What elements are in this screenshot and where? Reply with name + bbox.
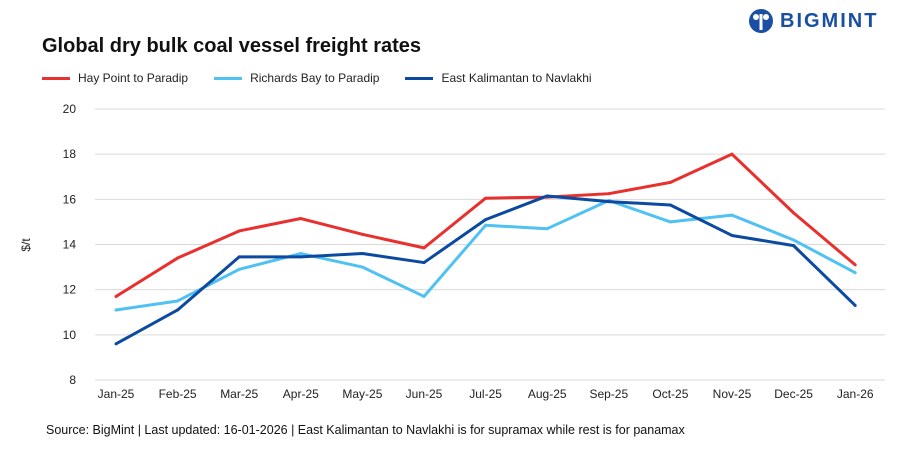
data-point: [484, 196, 488, 200]
x-tick-label: Jul-25: [469, 387, 502, 401]
y-tick-label: 14: [63, 238, 77, 252]
bigmint-logo: BIGMINT: [748, 8, 878, 34]
data-point: [607, 192, 611, 196]
legend-item: East Kalimantan to Navlakhi: [405, 71, 592, 85]
x-tick-label: Aug-25: [528, 387, 567, 401]
x-tick-label: Nov-25: [713, 387, 752, 401]
data-point: [484, 223, 488, 227]
y-tick-label: 8: [69, 373, 76, 387]
data-point: [792, 211, 796, 215]
data-point: [853, 263, 857, 267]
legend-item: Richards Bay to Paradip: [214, 71, 379, 85]
x-tick-label: Sep-25: [589, 387, 628, 401]
data-point: [668, 203, 672, 207]
data-point: [422, 294, 426, 298]
series-line-2: [115, 194, 857, 346]
y-tick-label: 12: [63, 283, 77, 297]
data-point: [422, 246, 426, 250]
data-point: [360, 252, 364, 256]
data-point: [668, 180, 672, 184]
source-note: Source: BigMint | Last updated: 16-01-20…: [46, 423, 685, 437]
data-point: [545, 227, 549, 231]
legend-swatch: [405, 76, 434, 80]
data-point: [114, 342, 118, 346]
data-point: [237, 229, 241, 233]
legend-swatch: [42, 76, 70, 80]
x-tick-label: Jan-25: [98, 387, 135, 401]
data-point: [484, 218, 488, 222]
data-point: [299, 217, 303, 221]
x-tick-label: Jan-26: [837, 387, 874, 401]
legend-swatch: [214, 76, 243, 80]
data-point: [607, 200, 611, 204]
data-point: [299, 252, 303, 256]
data-point: [114, 308, 118, 312]
legend-label: Hay Point to Paradip: [78, 71, 189, 85]
x-tick-label: Oct-25: [652, 387, 688, 401]
data-point: [422, 261, 426, 265]
series-line-1: [115, 198, 856, 312]
y-tick-label: 18: [63, 147, 77, 161]
y-tick-label: 20: [63, 102, 77, 116]
data-point: [360, 265, 364, 269]
data-point: [730, 213, 734, 217]
data-point: [176, 299, 180, 303]
y-tick-label: 16: [63, 192, 77, 206]
x-tick-label: May-25: [342, 387, 382, 401]
data-point: [792, 238, 796, 242]
x-tick-label: Mar-25: [220, 387, 258, 401]
legend-item: Hay Point to Paradip: [42, 71, 188, 85]
legend: Hay Point to Paradip Richards Bay to Para…: [42, 71, 592, 85]
data-point: [237, 255, 241, 259]
legend-label: Richards Bay to Paradip: [250, 71, 380, 85]
data-point: [176, 308, 180, 312]
legend-label: East Kalimantan to Navlakhi: [441, 71, 592, 85]
bigmint-logo-icon: [749, 9, 773, 33]
x-tick-label: Feb-25: [159, 387, 197, 401]
data-point: [360, 232, 364, 236]
data-point: [237, 267, 241, 271]
data-point: [545, 194, 549, 198]
data-point: [792, 244, 796, 248]
x-tick-label: Dec-25: [774, 387, 813, 401]
chart-title: Global dry bulk coal vessel freight rate…: [42, 35, 422, 57]
data-point: [730, 233, 734, 237]
logo-text: BIGMINT: [780, 9, 879, 32]
x-tick-label: Apr-25: [283, 387, 319, 401]
data-point: [176, 256, 180, 260]
data-point: [114, 294, 118, 298]
data-point: [853, 271, 857, 275]
y-axis-label: $/t: [19, 238, 33, 252]
x-tick-label: Jun-25: [406, 387, 443, 401]
data-point: [853, 303, 857, 307]
y-tick-label: 10: [63, 328, 77, 342]
data-point: [299, 255, 303, 259]
data-point: [730, 152, 734, 156]
data-point: [668, 220, 672, 224]
